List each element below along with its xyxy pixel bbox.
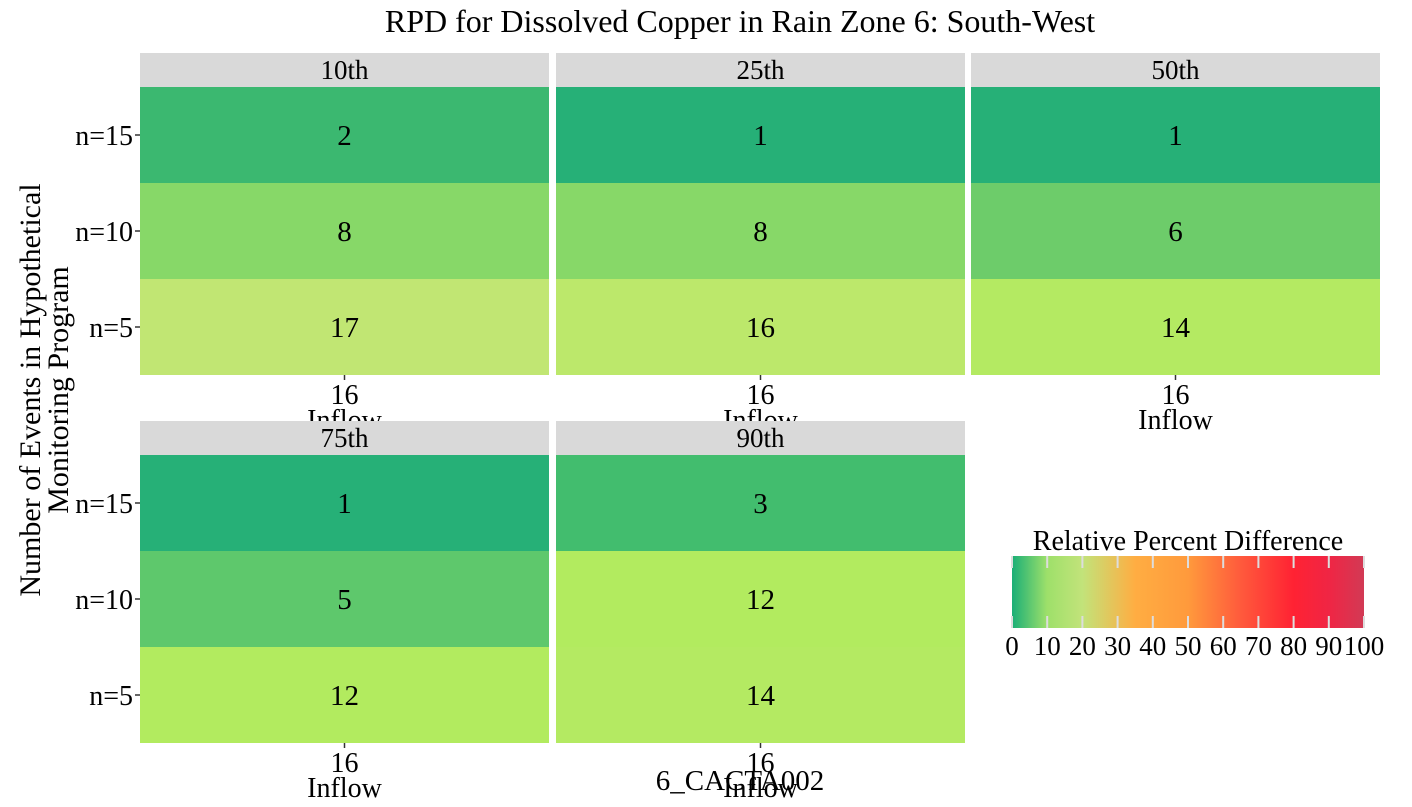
heatmap-cell	[556, 647, 965, 743]
cell-value-label: 1	[337, 488, 352, 520]
facet-panels: 10th2817n=15n=10n=516Inflow25th181616Inf…	[75, 53, 1380, 804]
y-tick-label: n=5	[89, 313, 133, 344]
facet-strip	[140, 53, 549, 87]
x-tick-category-label: Inflow	[1138, 405, 1213, 436]
legend-tick-label: 0	[1005, 631, 1019, 661]
legend-tick-label: 70	[1245, 631, 1272, 661]
cell-value-label: 8	[337, 216, 352, 248]
cell-value-label: 1	[1168, 120, 1183, 152]
y-tick-label: n=10	[75, 585, 133, 616]
cell-value-label: 5	[337, 584, 352, 616]
heatmap-cell	[140, 551, 549, 647]
x-axis-title: 6_CACTA002	[656, 765, 824, 797]
facet-strip	[140, 421, 549, 455]
legend-tick-label: 90	[1315, 631, 1342, 661]
heatmap-cell	[140, 455, 549, 551]
x-tick-value-label: 16	[747, 380, 775, 411]
cell-value-label: 12	[746, 584, 775, 616]
legend-tick-label: 20	[1069, 631, 1096, 661]
heatmap-cell	[140, 279, 549, 375]
legend-tick-label: 60	[1210, 631, 1237, 661]
y-axis-title: Number of Events in HypotheticalMonitori…	[14, 183, 75, 596]
x-tick-value-label: 16	[331, 380, 359, 411]
heatmap-cell	[140, 183, 549, 279]
color-legend: Relative Percent Difference 0 10 20 30 40 50 60…	[1005, 526, 1384, 661]
chart-title: RPD for Dissolved Copper in Rain Zone 6:…	[385, 3, 1095, 39]
cell-value-label: 2	[337, 120, 352, 152]
legend-tick-label: 40	[1139, 631, 1166, 661]
facet-strip	[971, 53, 1380, 87]
heatmap-cell	[971, 183, 1380, 279]
legend-tick-label: 10	[1034, 631, 1061, 661]
heatmap-cell	[556, 455, 965, 551]
x-tick-category-label: Inflow	[723, 773, 798, 804]
facet-strip-label: 50th	[1151, 55, 1200, 85]
svg-text:Number of Events in Hypothetic: Number of Events in HypotheticalMonitori…	[14, 183, 75, 596]
facet-strip-label: 75th	[320, 423, 369, 453]
heatmap-cell	[971, 87, 1380, 183]
facet-strip-label: 10th	[320, 55, 369, 85]
y-tick-label: n=5	[89, 681, 133, 712]
cell-value-label: 14	[746, 680, 776, 712]
y-axis-title-line: Monitoring Program	[42, 266, 75, 514]
heatmap-cell	[556, 279, 965, 375]
heatmap-cell	[556, 87, 965, 183]
heatmap-cell	[556, 551, 965, 647]
legend-tick-label: 30	[1104, 631, 1131, 661]
cell-value-label: 16	[746, 312, 775, 344]
y-tick-label: n=15	[75, 121, 133, 152]
y-tick-label: n=15	[75, 489, 133, 520]
facet-strip	[556, 421, 965, 455]
heatmap-cell	[140, 87, 549, 183]
heatmap-cell	[971, 279, 1380, 375]
heatmap-cell	[556, 183, 965, 279]
facet-strip-label: 25th	[736, 55, 785, 85]
legend-title: Relative Percent Difference	[1033, 526, 1343, 557]
facet-strip-label: 90th	[736, 423, 785, 453]
y-tick-label: n=10	[75, 217, 133, 248]
cell-value-label: 12	[330, 680, 359, 712]
cell-value-label: 3	[753, 488, 768, 520]
cell-value-label: 17	[330, 312, 359, 344]
legend-tick-label: 100	[1344, 631, 1385, 661]
cell-value-label: 1	[753, 120, 768, 152]
facet-strip	[556, 53, 965, 87]
cell-value-label: 8	[753, 216, 768, 248]
x-tick-value-label: 16	[331, 748, 359, 779]
cell-value-label: 14	[1161, 312, 1191, 344]
x-tick-value-label: 16	[747, 748, 775, 779]
legend-tick-label: 80	[1280, 631, 1307, 661]
x-tick-value-label: 16	[1162, 380, 1190, 411]
y-axis-title-line: Number of Events in Hypothetical	[14, 183, 47, 596]
cell-value-label: 6	[1168, 216, 1183, 248]
legend-tick-label: 50	[1175, 631, 1202, 661]
x-tick-category-label: Inflow	[307, 773, 382, 804]
heatmap-cell	[140, 647, 549, 743]
